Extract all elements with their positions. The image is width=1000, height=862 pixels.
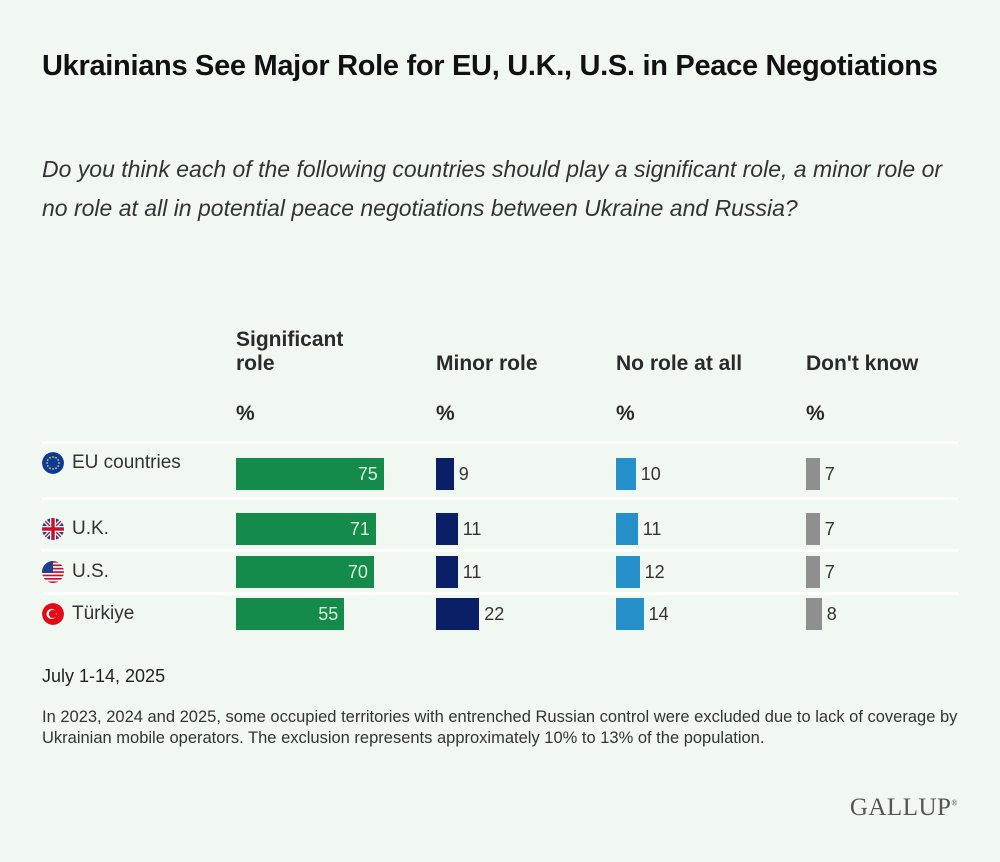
bar-2-3 (616, 598, 644, 630)
row-label-t-rkiye: Türkiye (42, 602, 134, 625)
uk-flag-icon (42, 518, 64, 540)
gallup-logo: GALLUP® (849, 794, 958, 821)
data-label: 11 (462, 519, 482, 539)
gallup-logo-text: GALLUP (849, 794, 952, 821)
column-header-text: No role at all (616, 352, 743, 375)
data-label: 7 (824, 464, 835, 484)
row-label-text: U.K. (72, 518, 109, 539)
bar-0-0 (236, 458, 384, 490)
bar-1-2 (436, 556, 458, 588)
chart-subtitle: Do you think each of the following count… (42, 156, 943, 221)
data-label: 14 (648, 604, 669, 624)
bar-3-2 (806, 556, 820, 588)
data-label: 22 (484, 604, 505, 624)
row-label-text: U.S. (72, 561, 109, 582)
bar-1-0 (436, 458, 454, 490)
row-label-eu-countries: EU countries (42, 451, 182, 474)
data-label: 75 (357, 464, 378, 484)
bar-1-1 (436, 513, 458, 545)
column-unit-label: % (236, 402, 255, 425)
data-label: 11 (462, 562, 482, 582)
column-header-significant-role: Significant role (236, 326, 386, 376)
data-label: 9 (458, 464, 469, 484)
bar-0-1 (236, 513, 376, 545)
data-label: 70 (347, 562, 368, 582)
bar-3-3 (806, 598, 822, 630)
column-header-minor-role: Minor role (436, 326, 576, 376)
bar-0-3 (236, 598, 345, 630)
column-header-text: Significant role (236, 328, 344, 375)
column-header-no-role-at-all: No role at all (616, 326, 756, 376)
column-unit-label: % (616, 402, 635, 425)
row-separator (42, 549, 958, 552)
bar-2-1 (616, 513, 638, 545)
bar-3-1 (806, 513, 820, 545)
methodology-note: In 2023, 2024 and 2025, some occupied te… (42, 708, 958, 747)
turkiye-flag-icon (42, 603, 64, 625)
row-label-u-k-: U.K. (42, 517, 109, 540)
bar-0-2 (236, 556, 374, 588)
row-label-u-s-: U.S. (42, 560, 109, 583)
column-header-don-t-know: Don't know (806, 326, 946, 376)
survey-date: July 1-14, 2025 (42, 666, 166, 686)
row-separator (42, 592, 958, 595)
data-label: 55 (318, 604, 339, 624)
eu-flag-icon (42, 452, 64, 474)
column-unit-label: % (806, 402, 825, 425)
data-label: 8 (826, 604, 837, 624)
bar-3-0 (806, 458, 820, 490)
row-separator (42, 441, 958, 444)
data-label: 12 (644, 562, 665, 582)
data-label: 7 (824, 562, 835, 582)
column-header-text: Don't know (806, 352, 919, 375)
bar-2-2 (616, 556, 640, 588)
data-label: 10 (640, 464, 661, 484)
bar-2-0 (616, 458, 636, 490)
bar-1-3 (436, 598, 480, 630)
column-header-text: Minor role (436, 352, 538, 375)
column-unit-label: % (436, 402, 455, 425)
data-label: 71 (349, 519, 370, 539)
row-label-text: Türkiye (72, 603, 135, 624)
row-label-text: EU countries (72, 452, 181, 473)
us-flag-icon (42, 561, 64, 583)
chart-title: Ukrainians See Major Role for EU, U.K., … (42, 50, 938, 82)
data-label: 11 (642, 519, 662, 539)
data-label: 7 (824, 519, 835, 539)
row-separator (42, 497, 958, 500)
